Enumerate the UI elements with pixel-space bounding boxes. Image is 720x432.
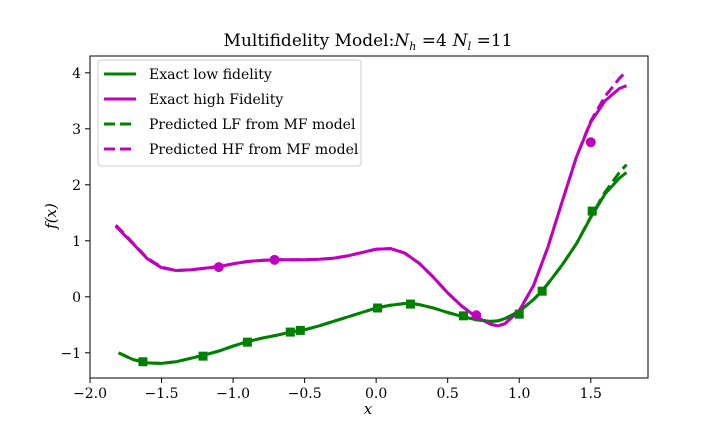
legend-label-exact-high-fidelity: Exact high Fidelity: [149, 92, 283, 108]
title-nl-sub: l: [468, 40, 472, 53]
chart-title: Multifidelity Model:Nh =4 Nl =11: [224, 31, 513, 53]
high-fidelity-point: [213, 262, 224, 273]
x-tick-label: 1.0: [508, 386, 530, 402]
title-nh-sub: h: [409, 40, 416, 53]
high-fidelity-point: [269, 254, 280, 265]
low-fidelity-point: [242, 337, 252, 347]
low-fidelity-point: [373, 303, 383, 313]
marker-layer: [138, 137, 597, 367]
low-fidelity-point: [514, 309, 524, 319]
legend-label-predicted-hf-from-mf-model: Predicted HF from MF model: [149, 142, 359, 158]
plot-frame: [89, 55, 649, 379]
title-nh-var: N: [393, 31, 410, 51]
high-fidelity-point: [471, 310, 482, 321]
title-nh-val: =4: [416, 31, 446, 51]
plot-area: [114, 70, 628, 367]
x-tick-label: 1.5: [580, 386, 602, 402]
y-tick-label: 1: [72, 234, 81, 250]
legend: Exact low fidelity Exact high Fidelity Pre…: [97, 59, 362, 167]
x-tick-label: 0.0: [365, 386, 387, 402]
y-axis-label: f(x): [42, 203, 60, 230]
x-tick-label: −0.5: [288, 386, 322, 402]
low-fidelity-point: [587, 206, 597, 216]
series-line-predicted-hf-from-mf-model: [114, 70, 628, 328]
low-fidelity-point: [198, 351, 208, 361]
y-tick-label: 0: [72, 290, 81, 306]
low-fidelity-point: [405, 299, 415, 309]
title-nl-val: =11: [471, 31, 512, 51]
series-line-predicted-lf-from-mf-model: [117, 163, 628, 365]
title-nl-var: N: [452, 31, 469, 51]
y-axis-ticks: −1 0 1 2 3 4: [60, 66, 90, 362]
low-fidelity-point: [537, 286, 547, 296]
legend-label-predicted-lf-from-mf-model: Predicted LF from MF model: [149, 117, 356, 133]
low-fidelity-point: [458, 311, 468, 321]
x-tick-label: −1.5: [145, 386, 179, 402]
high-fidelity-point: [585, 137, 596, 148]
y-tick-label: 3: [72, 122, 81, 138]
y-tick-label: 4: [72, 66, 81, 82]
y-tick-label: 2: [72, 178, 81, 194]
x-axis-ticks: −2.0 −1.5 −1.0 −0.5 0.0 0.5 1.0 1.5: [73, 378, 602, 402]
low-fidelity-point: [285, 327, 295, 337]
low-fidelity-point: [295, 325, 305, 335]
x-axis-label: x: [364, 400, 373, 418]
y-tick-label: −1: [60, 346, 81, 362]
legend-entries: Exact low fidelity Exact high Fidelity Pre…: [104, 67, 359, 158]
x-tick-label: −1.0: [216, 386, 250, 402]
low-fidelity-point: [138, 357, 148, 367]
legend-box: [97, 59, 362, 167]
title-prefix: Multifidelity Model:: [224, 31, 395, 51]
x-tick-label: 0.5: [437, 386, 459, 402]
x-tick-label: −2.0: [73, 386, 107, 402]
legend-label-exact-low-fidelity: Exact low fidelity: [149, 67, 272, 83]
